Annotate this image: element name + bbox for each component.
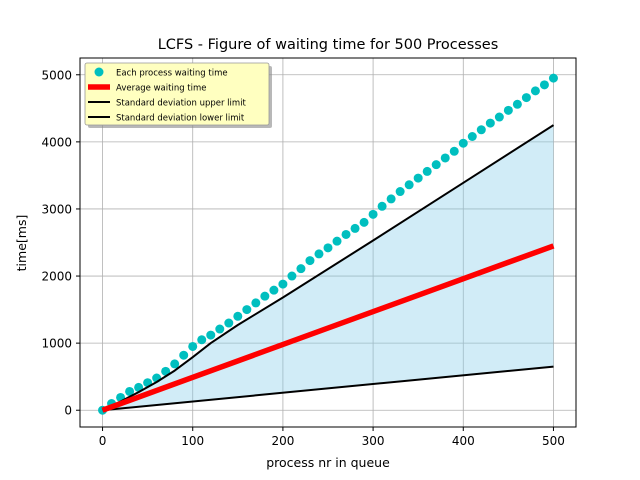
y-tick-label: 2000 (41, 270, 72, 284)
x-tick-label: 0 (99, 434, 107, 448)
waiting-time-point (530, 86, 540, 96)
std-lower-line (102, 365, 554, 412)
x-tick-label: 300 (362, 434, 385, 448)
x-tick-label: 500 (542, 434, 565, 448)
waiting-time-point (206, 330, 216, 340)
y-axis-label: time[ms] (14, 215, 29, 272)
waiting-time-point (386, 194, 396, 204)
waiting-time-point (260, 291, 270, 301)
waiting-time-point (179, 350, 189, 360)
y-tick-label: 3000 (41, 202, 72, 216)
y-tick-label: 4000 (41, 135, 72, 149)
waiting-time-point (485, 118, 495, 128)
legend-label: Average waiting time (116, 84, 207, 94)
legend-marker (94, 67, 104, 77)
waiting-time-point (431, 160, 441, 170)
waiting-time-point (134, 382, 144, 392)
x-axis-label: process nr in queue (266, 455, 390, 470)
waiting-time-point (359, 217, 369, 227)
waiting-time-point (332, 236, 342, 246)
waiting-time-point (278, 279, 288, 289)
waiting-time-point (341, 229, 351, 239)
waiting-time-point (170, 359, 180, 369)
waiting-time-point (440, 153, 450, 163)
waiting-time-point (197, 335, 207, 345)
x-tick-label: 400 (452, 434, 475, 448)
waiting-time-point (215, 324, 225, 334)
waiting-time-point (305, 256, 315, 266)
waiting-time-point (242, 305, 252, 315)
axes-frame (79, 57, 577, 428)
y-tick-label: 0 (64, 404, 72, 418)
y-tick-label: 1000 (41, 337, 72, 351)
legend-box (84, 62, 270, 126)
average-waiting-line (101, 243, 555, 413)
waiting-time-point (467, 131, 477, 141)
waiting-time-point (269, 285, 279, 295)
waiting-time-point (368, 209, 378, 219)
x-tick-label: 100 (181, 434, 204, 448)
waiting-time-point (161, 366, 171, 376)
legend-label: Standard deviation upper limit (116, 99, 247, 109)
legend-label: Standard deviation lower limit (116, 114, 245, 124)
waiting-time-point (125, 386, 135, 396)
chart-title: LCFS - Figure of waiting time for 500 Pr… (158, 37, 499, 53)
waiting-time-point (314, 249, 324, 259)
waiting-time-point (395, 187, 405, 197)
waiting-time-point (296, 264, 306, 274)
waiting-time-point (350, 223, 360, 233)
waiting-time-point (458, 138, 468, 148)
waiting-time-point (512, 99, 522, 109)
waiting-time-point (449, 146, 459, 156)
waiting-time-point (287, 271, 297, 281)
y-tick-label: 5000 (41, 68, 72, 82)
waiting-time-point (377, 201, 387, 211)
waiting-time-point (251, 298, 261, 308)
std-deviation-band (102, 125, 554, 411)
waiting-time-point (233, 311, 243, 321)
waiting-time-point (494, 112, 504, 122)
waiting-time-point (422, 166, 432, 176)
waiting-time-point (503, 105, 513, 115)
waiting-time-point (413, 173, 423, 183)
waiting-time-point (404, 180, 414, 190)
legend: Each process waiting time Average waiting… (84, 62, 272, 128)
waiting-time-point (323, 243, 333, 253)
legend-label: Each process waiting time (116, 69, 228, 79)
x-tick-label: 200 (271, 434, 294, 448)
waiting-time-point (188, 341, 198, 351)
waiting-time-point (539, 80, 549, 90)
waiting-time-point (548, 73, 558, 83)
waiting-time-point (521, 93, 531, 103)
waiting-time-point (224, 318, 234, 328)
waiting-time-point (476, 125, 486, 135)
std-upper-line (102, 124, 555, 412)
